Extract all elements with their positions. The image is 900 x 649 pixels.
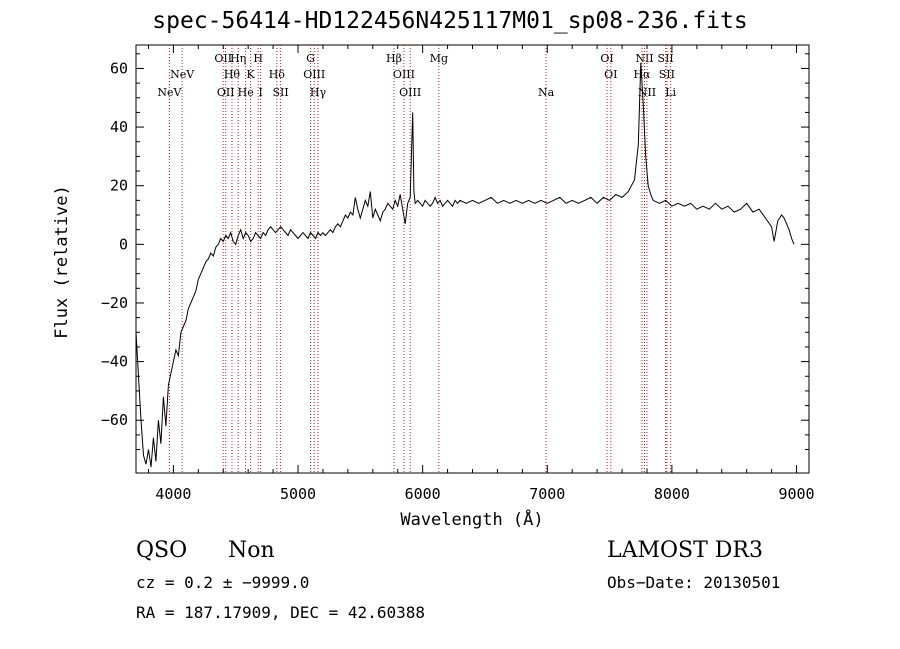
marker-label: I — [258, 86, 262, 99]
y-tick-label: −60 — [101, 411, 128, 429]
y-tick-label: −40 — [101, 353, 128, 371]
marker-label: Na — [538, 86, 555, 99]
x-tick-label: 9000 — [778, 485, 814, 503]
x-tick-label: 8000 — [654, 485, 690, 503]
x-tick-label: 5000 — [280, 485, 316, 503]
x-tick-label: 7000 — [529, 485, 565, 503]
obs-date: Obs−Date: 20130501 — [607, 573, 781, 592]
x-axis-label: Wavelength (Å) — [400, 510, 544, 530]
object-class: QSO — [136, 538, 188, 563]
y-tick-label: −20 — [101, 294, 128, 312]
y-tick-label: 40 — [110, 118, 128, 136]
y-tick-label: 20 — [110, 177, 128, 195]
marker-label: Hα — [633, 68, 651, 81]
x-tick-label: 4000 — [155, 485, 191, 503]
survey-name: LAMOST DR3 — [607, 538, 763, 563]
marker-label: Mg — [430, 52, 448, 65]
marker-label: OI — [604, 68, 617, 81]
object-subclass: Non — [228, 538, 275, 563]
marker-label: He — [238, 86, 254, 99]
marker-label: Hδ — [269, 68, 286, 81]
y-tick-label: 0 — [119, 235, 128, 253]
y-axis-label: Flux (relative) — [52, 185, 72, 339]
marker-label: H — [253, 52, 263, 65]
marker-label: OIII — [399, 86, 421, 99]
marker-label: K — [247, 68, 256, 81]
marker-label: NeV — [170, 68, 195, 81]
marker-label: OIII — [303, 68, 325, 81]
marker-label: OI — [600, 52, 613, 65]
chart-title: spec-56414-HD122456N425117M01_sp08-236.f… — [152, 8, 748, 34]
plot-area — [135, 44, 810, 474]
marker-label: Hθ — [224, 68, 241, 81]
marker-label: NeV — [157, 86, 182, 99]
x-tick-label: 6000 — [405, 485, 441, 503]
marker-label: Hβ — [386, 52, 402, 65]
marker-label: Hη — [230, 52, 246, 65]
emission-line-markers: NeV NeV OII OII Hθ Hη He KH I Hδ SII G OIII Hγ Hβ OIII O… — [157, 45, 677, 473]
axis-ticks: 4000 5000 6000 7000 8000 9000 −60 −40 −20 0 20 40 60 — [101, 45, 815, 503]
marker-label: NII — [635, 52, 653, 65]
marker-label: SII — [272, 86, 288, 99]
spectrum-line — [135, 62, 795, 468]
marker-label: NII — [638, 86, 656, 99]
redshift-readout: cz = 0.2 ± −9999.0 — [136, 573, 310, 592]
marker-label: OII — [214, 52, 232, 65]
marker-label: SII — [658, 52, 674, 65]
marker-label: SII — [659, 68, 675, 81]
marker-label: Hγ — [310, 86, 327, 99]
y-tick-label: 60 — [110, 59, 128, 77]
marker-label: G — [306, 52, 315, 65]
marker-label: Li — [665, 86, 676, 99]
coordinates-readout: RA = 187.17909, DEC = 42.60388 — [136, 603, 425, 622]
marker-label: OIII — [393, 68, 415, 81]
marker-label: OII — [217, 86, 235, 99]
